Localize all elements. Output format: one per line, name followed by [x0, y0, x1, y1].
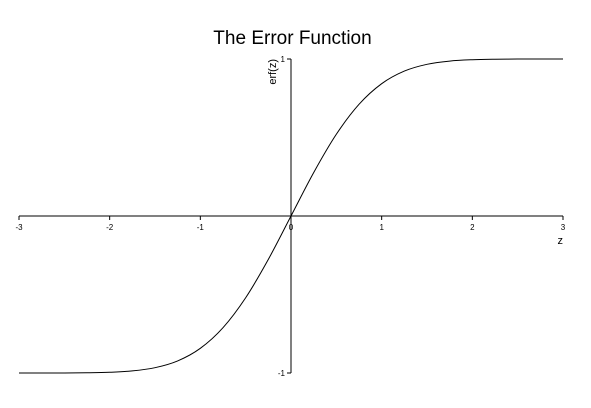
- x-tick-label: -1: [197, 223, 205, 232]
- chart-title: The Error Function: [213, 28, 372, 49]
- x-axis-label: z: [558, 235, 564, 247]
- series-line-erf: [18, 58, 564, 374]
- y-tick-label: -1: [278, 369, 286, 378]
- series-group: [18, 58, 564, 374]
- x-tick-label: -2: [106, 223, 114, 232]
- y-tick-label: 1: [281, 55, 286, 64]
- x-tick-label: 0: [289, 223, 294, 232]
- x-tick-label: 3: [561, 223, 566, 232]
- x-tick-label: -3: [15, 223, 23, 232]
- x-tick-label: 1: [379, 223, 384, 232]
- x-tick-label: 2: [470, 223, 475, 232]
- ticks: -3 -2 -1 0 1 2 3 -1 1: [15, 55, 565, 378]
- y-axis-label: erf(z): [267, 59, 279, 85]
